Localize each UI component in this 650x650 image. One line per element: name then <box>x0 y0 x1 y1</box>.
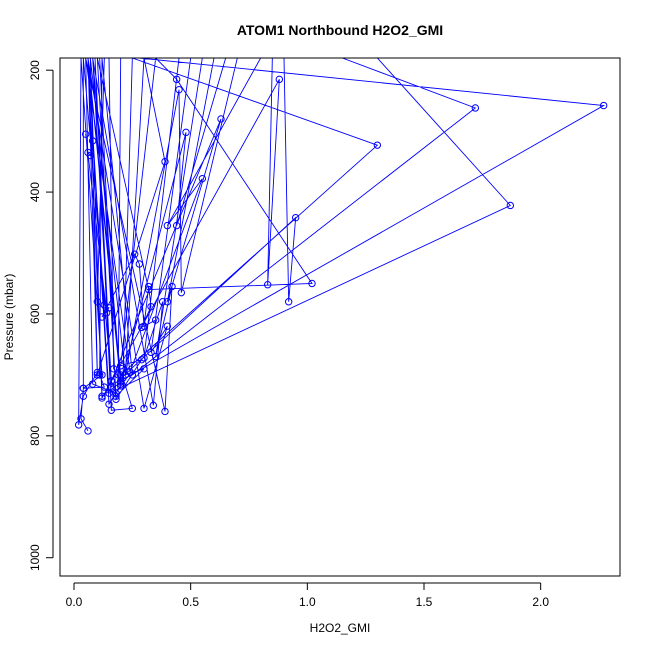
data-point <box>130 250 139 258</box>
data-point <box>163 322 172 330</box>
data-point <box>275 75 284 84</box>
data-point <box>471 104 480 112</box>
plot-frame <box>59 57 621 577</box>
y-tick-label: 800 <box>28 426 42 446</box>
x-axis: 0.0 0.5 1.0 1.5 2.0 <box>66 582 549 609</box>
data-point <box>77 415 85 423</box>
data-point <box>158 298 167 306</box>
data-point <box>112 395 120 403</box>
data-point <box>217 115 225 123</box>
series-line <box>78 58 606 432</box>
data-point <box>175 85 183 94</box>
data-point <box>149 401 158 410</box>
data-point <box>198 174 207 183</box>
data-point <box>112 392 120 400</box>
chart-title: ATOM1 Northbound H2O2_GMI <box>237 22 443 38</box>
data-point <box>105 400 113 408</box>
data-point <box>161 407 169 416</box>
data-point <box>128 371 137 379</box>
y-tick-label: 600 <box>28 304 42 324</box>
data-point <box>172 75 181 84</box>
data-point <box>284 298 293 306</box>
y-tick-label: 1000 <box>28 544 42 571</box>
data-point <box>135 260 144 268</box>
data-point <box>98 313 106 321</box>
x-tick-label: 0.0 <box>66 595 83 609</box>
x-tick-label: 1.5 <box>416 595 433 609</box>
data-point <box>373 141 382 149</box>
data-point <box>263 281 272 289</box>
data-point <box>163 298 172 306</box>
data-point <box>95 371 104 379</box>
data-point <box>151 352 160 361</box>
data-point <box>98 394 106 402</box>
data-point <box>140 404 148 413</box>
data-point <box>168 282 176 291</box>
data-point <box>172 221 181 230</box>
data-point <box>105 304 113 312</box>
data-point <box>74 421 83 429</box>
data-point <box>79 384 88 392</box>
data-point <box>144 285 153 294</box>
data-point <box>116 380 125 388</box>
data-point <box>144 282 153 291</box>
data-point <box>308 279 316 288</box>
data-point <box>105 389 113 397</box>
data-point <box>163 221 172 230</box>
data-point <box>161 157 169 166</box>
data-point <box>147 302 155 311</box>
data-point <box>137 323 146 332</box>
data-point <box>84 427 92 435</box>
data-point <box>79 392 88 400</box>
data-point <box>291 213 300 222</box>
data-point <box>88 380 97 388</box>
x-tick-label: 1.0 <box>299 595 316 609</box>
data-point <box>140 354 148 362</box>
data-point <box>116 362 125 370</box>
data-point <box>93 371 102 379</box>
data-point <box>93 368 102 377</box>
plot-area <box>74 58 608 435</box>
data-point <box>177 288 186 297</box>
data-point <box>93 298 102 306</box>
x-tick-label: 0.5 <box>182 595 199 609</box>
data-point <box>88 137 97 145</box>
y-axis-label: Pressure (mbar) <box>2 274 16 361</box>
data-point <box>128 404 137 413</box>
data-point <box>107 406 116 414</box>
data-point <box>147 348 155 357</box>
x-tick-label: 2.0 <box>532 595 549 609</box>
data-point <box>86 151 95 160</box>
data-point <box>109 365 118 373</box>
data-point <box>599 101 608 110</box>
data-point <box>116 377 125 385</box>
data-point <box>151 316 160 324</box>
data-point <box>100 383 109 391</box>
data-point <box>107 383 116 391</box>
data-point <box>137 355 146 364</box>
y-axis: 200 400 600 800 1000 <box>28 60 54 571</box>
data-point <box>140 365 148 373</box>
data-point <box>81 130 90 138</box>
x-axis-label: H2O2_GMI <box>310 621 371 635</box>
data-point <box>182 128 190 137</box>
y-tick-label: 200 <box>28 60 42 80</box>
y-tick-label: 400 <box>28 182 42 202</box>
data-point <box>506 201 515 210</box>
